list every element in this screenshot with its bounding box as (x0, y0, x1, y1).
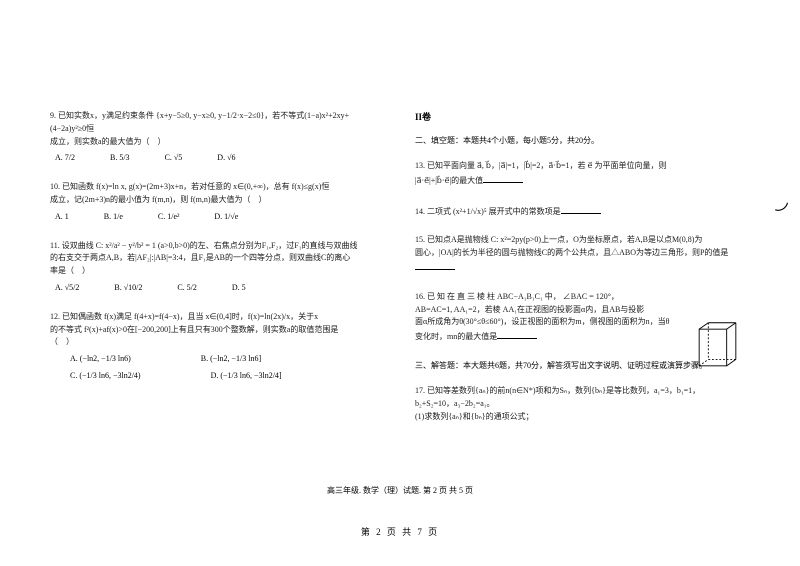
option-b: B. (−ln2, −1/3 ln6] (201, 353, 261, 366)
prism-figure (690, 320, 745, 375)
problem-10: 10. 已知函数 f(x)=ln x, g(x)=(2m+3)x+n，若对任意的… (50, 181, 385, 223)
problem-12-text2: 的不等式 f²(x)+af(x)>0在[−200,200]上有且只有300个整数… (50, 324, 385, 337)
problem-14-text: 14. 二项式 (x²+1/√x)⁵ 展开式中的常数项是 (415, 204, 750, 219)
option-a: A. 7/2 (55, 152, 75, 165)
option-c: C. 1/e² (158, 211, 180, 224)
problem-9: 9. 已知实数x，y满足约束条件 {x+y−5≥0, y−x≥0, y−1/2·… (50, 110, 385, 165)
problem-11-text: 11. 设双曲线 C: x²/a² − y²/b² = 1 (a>0,b>0)的… (50, 240, 385, 253)
problem-9-options: A. 7/2 B. 5/3 C. √5 D. √6 (50, 152, 385, 165)
problem-11-options: A. √5/2 B. √10/2 C. 5/2 D. 5 (50, 282, 385, 295)
option-d: D. (−1/3 ln6, −3ln2/4] (211, 370, 282, 383)
answer-blank (497, 329, 537, 339)
problem-12-options: A. (−ln2, −1/3 ln6) B. (−ln2, −1/3 ln6] … (50, 353, 385, 383)
section-2-title: II卷 (415, 110, 750, 123)
option-b: B. 1/e (104, 211, 123, 224)
problem-17-text2: b₂+S₂=10，a₃−2b₂=a₁。 (415, 398, 750, 411)
option-c: C. √5 (165, 152, 183, 165)
problem-16-text2: AB=AC=1, AA₁=2，若棱 AA₁在正视图的投影面α内，且AB与投影 (415, 304, 690, 317)
problem-16-text: 16. 已 知 在 直 三 棱 柱 ABC−A₁B₁C₁ 中， ∠BAC = 1… (415, 291, 690, 304)
option-c: C. (−1/3 ln6, −3ln2/4) (70, 370, 141, 383)
option-a: A. (−ln2, −1/3 ln6) (70, 353, 131, 366)
option-c: C. 5/2 (177, 282, 197, 295)
fill-blank-section-intro: 二、填空题：本题共4个小题，每小题5分，共20分。 (415, 135, 750, 146)
option-a: A. √5/2 (55, 282, 79, 295)
option-b: B. √10/2 (114, 282, 142, 295)
problem-17-text3: (1)求数列{aₙ}和{bₙ}的通项公式； (415, 411, 750, 424)
left-column: 9. 已知实数x，y满足约束条件 {x+y−5≥0, y−x≥0, y−1/2·… (50, 110, 385, 429)
option-d: D. √6 (217, 152, 235, 165)
problem-10-text2: 成立，记(2m+3)n的最小值为 f(m,n)，则 f(m,n)最大值为（ ） (50, 194, 385, 207)
problem-11-text3: 率是（ ） (50, 265, 385, 278)
problem-11-text2: 的右支交于两点A,B，若|AF₂|:|AB|=3:4，且F₁是AB的一个四等分点… (50, 252, 385, 265)
problem-9-text2: 成立，则实数a的最大值为（ ） (50, 136, 385, 149)
problem-10-options: A. 1 B. 1/e C. 1/e² D. 1/√e (50, 211, 385, 224)
problem-13-text: 13. 已知平面向量 a⃗, b⃗，|a⃗|=1，|b⃗|=2，a⃗·b⃗=1，… (415, 160, 750, 173)
inner-footer: 高三年级. 数学（理）试题. 第 2 页 共 5 页 (327, 485, 473, 496)
problem-15-text2: 圆心，|OA|的长为半径的圆与抛物线C的两个公共点，且△ABO为等边三角形，则P… (415, 247, 750, 260)
problem-17: 17. 已知等差数列{aₙ}的前n(n∈N*)项和为Sₙ，数列{bₙ}是等比数列… (415, 385, 750, 423)
problem-10-text: 10. 已知函数 f(x)=ln x, g(x)=(2m+3)x+n，若对任意的… (50, 181, 385, 194)
option-a: A. 1 (55, 211, 69, 224)
outer-footer: 第 2 页 共 7 页 (361, 525, 439, 538)
problem-15: 15. 已知点A是抛物线 C: x²=2py(p>0)上一点，O为坐标原点，若A… (415, 234, 750, 274)
answer-blank (483, 173, 523, 183)
problem-16-text4: 变化时，mn的最大值是 (415, 329, 690, 344)
problem-14: 14. 二项式 (x²+1/√x)⁵ 展开式中的常数项是 (415, 204, 750, 219)
right-column: II卷 二、填空题：本题共4个小题，每小题5分，共20分。 13. 已知平面向量… (415, 110, 750, 429)
answer-blank (415, 260, 455, 270)
problem-9-text: 9. 已知实数x，y满足约束条件 {x+y−5≥0, y−x≥0, y−1/2·… (50, 110, 385, 136)
problem-12-text3: （ ） (50, 336, 385, 349)
problem-13: 13. 已知平面向量 a⃗, b⃗，|a⃗|=1，|b⃗|=2，a⃗·b⃗=1，… (415, 160, 750, 188)
problem-17-text: 17. 已知等差数列{aₙ}的前n(n∈N*)项和为Sₙ，数列{bₙ}是等比数列… (415, 385, 750, 398)
problem-13-text2: |a⃗·e⃗|+|b⃗·e⃗|的最大值 (415, 173, 750, 188)
option-d: D. 1/√e (214, 211, 238, 224)
option-d: D. 5 (232, 282, 246, 295)
option-b: B. 5/3 (110, 152, 130, 165)
problem-12: 12. 已知偶函数 f(x)满足 f(4+x)=f(4−x)，且当 x∈(0,4… (50, 311, 385, 383)
problem-16-text3: 面α所成角为θ(30°≤θ≤60°)，设正视图的面积为m，侧视图的面积为n，当θ (415, 316, 690, 329)
problem-12-text: 12. 已知偶函数 f(x)满足 f(4+x)=f(4−x)，且当 x∈(0,4… (50, 311, 385, 324)
answer-blank (561, 204, 601, 214)
problem-11: 11. 设双曲线 C: x²/a² − y²/b² = 1 (a>0,b>0)的… (50, 240, 385, 295)
problem-15-text: 15. 已知点A是抛物线 C: x²=2py(p>0)上一点，O为坐标原点，若A… (415, 234, 750, 247)
